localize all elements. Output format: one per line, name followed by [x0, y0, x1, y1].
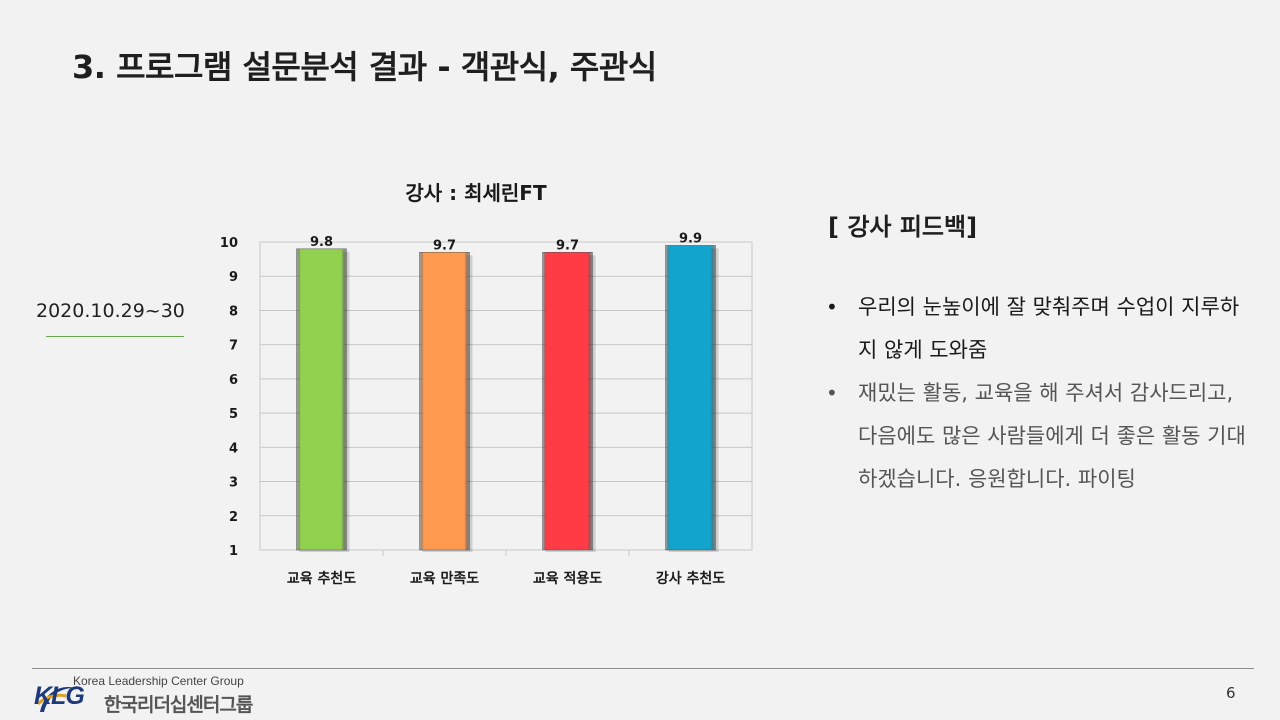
bar-chart-svg: 강사 : 최세린FT 1 2 3 4 5 6 7 8 9 10 9.8 교육 추천도 9.7 교육 만족도 9…	[220, 181, 753, 587]
chart-title: 강사 : 최세린FT	[405, 181, 547, 205]
bar-2	[419, 252, 470, 551]
data-label: 9.7	[433, 238, 456, 253]
bar-1	[296, 248, 347, 551]
bullet-icon: •	[826, 381, 838, 405]
x-tick-label: 교육 적용도	[533, 570, 602, 587]
x-tick-label: 교육 추천도	[287, 571, 356, 587]
data-label: 9.7	[556, 238, 579, 253]
logo-mark-text: KLG	[34, 682, 85, 710]
data-label: 9.8	[310, 235, 333, 250]
y-tick-label: 3	[229, 476, 238, 491]
logo-english-text: Korea Leadership Center Group	[73, 674, 244, 688]
feedback-title: [ 강사 피드백]	[828, 213, 978, 241]
feedback-text: 우리의 눈높이에 잘 맞춰주며 수업이 지루하지 않게 도와줌	[858, 295, 1240, 362]
y-tick-label: 8	[229, 304, 238, 319]
x-tick-label: 강사 추천도	[656, 570, 725, 587]
footer-divider	[32, 668, 1254, 669]
page-number: 6	[1226, 684, 1236, 702]
logo-korean-text: 한국리더십센터그룹	[104, 694, 253, 716]
y-tick-label: 2	[229, 510, 238, 525]
y-tick-label: 6	[229, 373, 238, 388]
y-tick-label: 4	[229, 441, 238, 456]
bar-4	[665, 245, 716, 551]
bar-chart: 강사 : 최세린FT 1 2 3 4 5 6 7 8 9 10 9.8 교육 추천도 9.7 교육 만족도 9…	[200, 170, 770, 600]
feedback-item: • 우리의 눈높이에 잘 맞춰주며 수업이 지루하지 않게 도와줌	[826, 286, 1256, 372]
logo-swoosh-icon	[36, 687, 74, 712]
bullet-icon: •	[826, 295, 838, 319]
y-tick-label: 7	[229, 339, 238, 354]
data-label: 9.9	[679, 231, 702, 246]
date-underline	[46, 336, 184, 337]
feedback-item: • 재밌는 활동, 교육을 해 주셔서 감사드리고, 다음에도 많은 사람들에게…	[826, 372, 1256, 501]
survey-date: 2020.10.29~30	[36, 300, 185, 322]
x-tick-label: 교육 만족도	[410, 571, 479, 587]
y-tick-label: 9	[229, 270, 238, 285]
feedback-list: • 우리의 눈높이에 잘 맞춰주며 수업이 지루하지 않게 도와줌 • 재밌는 …	[826, 286, 1256, 501]
y-tick-label: 1	[229, 544, 238, 559]
y-tick-label: 5	[229, 407, 238, 422]
company-logo: Korea Leadership Center Group KLG 한국리더십센…	[34, 672, 274, 718]
bar-3	[542, 252, 593, 551]
y-tick-label: 10	[220, 236, 238, 251]
feedback-text: 재밌는 활동, 교육을 해 주셔서 감사드리고, 다음에도 많은 사람들에게 더…	[858, 381, 1246, 491]
slide-title: 3. 프로그램 설문분석 결과 - 객관식, 주관식	[72, 48, 657, 86]
